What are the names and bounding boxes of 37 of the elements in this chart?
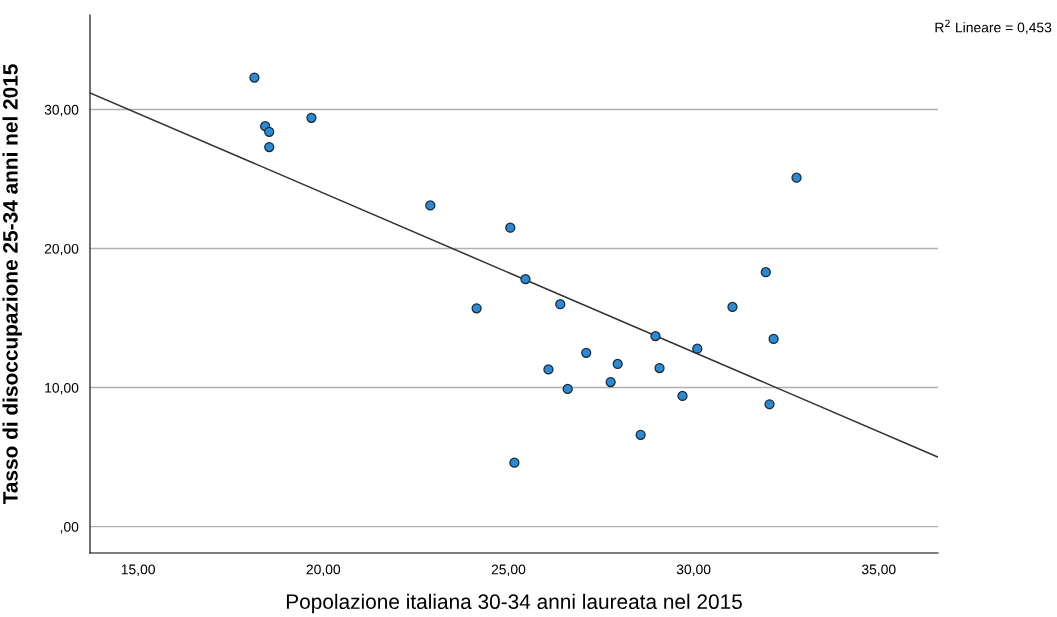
point bbox=[249, 72, 260, 83]
x-tick-label: 30,00 bbox=[676, 564, 711, 576]
point bbox=[264, 141, 275, 153]
point bbox=[650, 331, 661, 342]
point bbox=[764, 399, 775, 410]
point bbox=[677, 390, 688, 402]
point bbox=[760, 267, 771, 278]
point bbox=[264, 126, 275, 137]
y-tick-label: 30,00 bbox=[44, 104, 79, 117]
y-tick-label: 10,00 bbox=[45, 382, 79, 395]
point bbox=[791, 172, 802, 183]
x-tick-label: 20,00 bbox=[306, 564, 341, 576]
point bbox=[555, 299, 566, 310]
point bbox=[505, 222, 516, 233]
x-tick-label: 35,00 bbox=[861, 564, 896, 576]
annotation: R$^{2}$ Lineare = 0,453 bbox=[935, 19, 1052, 35]
y-tick-label: ,00 bbox=[60, 521, 79, 534]
y-tick-label: 20,00 bbox=[44, 243, 79, 256]
point bbox=[654, 362, 665, 374]
point bbox=[605, 376, 616, 388]
x-tick-label: 25,00 bbox=[491, 564, 526, 576]
point bbox=[635, 429, 646, 440]
point bbox=[520, 274, 531, 285]
x-tick-label: 15,00 bbox=[121, 564, 155, 576]
point bbox=[692, 343, 703, 354]
point bbox=[768, 333, 779, 345]
point bbox=[612, 358, 623, 370]
y-axis-title: Tasso di disoccupazione 25-34 anni nel 2015 bbox=[2, 64, 22, 505]
point bbox=[581, 347, 592, 358]
point bbox=[562, 383, 573, 395]
point bbox=[727, 301, 738, 313]
point bbox=[471, 303, 482, 314]
point bbox=[306, 112, 317, 123]
point bbox=[425, 200, 436, 211]
x-axis-title: Popolazione italiana 30-34 anni laureata nel 2015 bbox=[286, 593, 742, 614]
point bbox=[543, 364, 554, 375]
point bbox=[509, 457, 520, 468]
